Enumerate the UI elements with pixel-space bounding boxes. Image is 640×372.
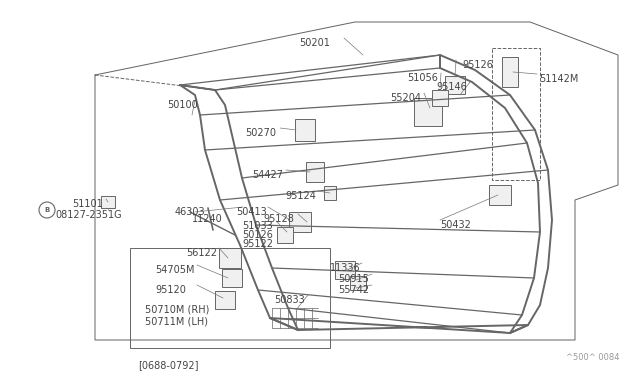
Text: 08127-2351G: 08127-2351G bbox=[55, 210, 122, 220]
Text: 46303: 46303 bbox=[175, 207, 205, 217]
Text: 54705M: 54705M bbox=[155, 265, 195, 275]
Text: 55204: 55204 bbox=[390, 93, 421, 103]
Text: 50833: 50833 bbox=[274, 295, 305, 305]
Bar bbox=[295, 119, 315, 141]
Bar bbox=[489, 185, 511, 205]
Bar bbox=[219, 248, 241, 268]
Text: 55742: 55742 bbox=[338, 285, 369, 295]
Bar bbox=[289, 212, 311, 232]
Bar bbox=[350, 276, 366, 290]
Bar bbox=[130, 248, 330, 348]
Bar bbox=[432, 90, 448, 106]
Text: 50126: 50126 bbox=[242, 230, 273, 240]
Text: 50711M (LH): 50711M (LH) bbox=[145, 316, 208, 326]
Bar bbox=[502, 57, 518, 87]
Text: 95120: 95120 bbox=[155, 285, 186, 295]
Bar bbox=[306, 162, 324, 182]
Bar bbox=[215, 291, 235, 309]
Bar bbox=[445, 76, 465, 94]
Bar bbox=[277, 227, 293, 243]
Text: [0688-0792]: [0688-0792] bbox=[138, 360, 198, 370]
Text: 50432: 50432 bbox=[440, 220, 471, 230]
Text: 51142M: 51142M bbox=[539, 74, 579, 84]
Text: 95122: 95122 bbox=[242, 239, 273, 249]
Text: 95126: 95126 bbox=[462, 60, 493, 70]
Text: 51056: 51056 bbox=[407, 73, 438, 83]
Text: 51033: 51033 bbox=[242, 221, 273, 231]
Text: 95128: 95128 bbox=[263, 214, 294, 224]
Text: 56122: 56122 bbox=[186, 248, 217, 258]
Text: 11336: 11336 bbox=[330, 263, 360, 273]
Text: 50915: 50915 bbox=[338, 274, 369, 284]
Text: B: B bbox=[44, 207, 50, 213]
Text: 50201: 50201 bbox=[299, 38, 330, 48]
Text: 11240: 11240 bbox=[192, 214, 223, 224]
Text: 95146: 95146 bbox=[436, 82, 467, 92]
Bar bbox=[324, 186, 336, 200]
Bar bbox=[101, 196, 115, 208]
Text: 50270: 50270 bbox=[245, 128, 276, 138]
Bar bbox=[222, 269, 242, 287]
Bar bbox=[335, 261, 355, 279]
Text: 50100: 50100 bbox=[167, 100, 198, 110]
Text: 50413: 50413 bbox=[236, 207, 267, 217]
Bar bbox=[414, 98, 442, 126]
Text: 50710M (RH): 50710M (RH) bbox=[145, 305, 209, 315]
Text: 95124: 95124 bbox=[285, 191, 316, 201]
Text: ^500^ 0084: ^500^ 0084 bbox=[566, 353, 620, 362]
Text: 51101: 51101 bbox=[72, 199, 103, 209]
Text: 54427: 54427 bbox=[252, 170, 283, 180]
